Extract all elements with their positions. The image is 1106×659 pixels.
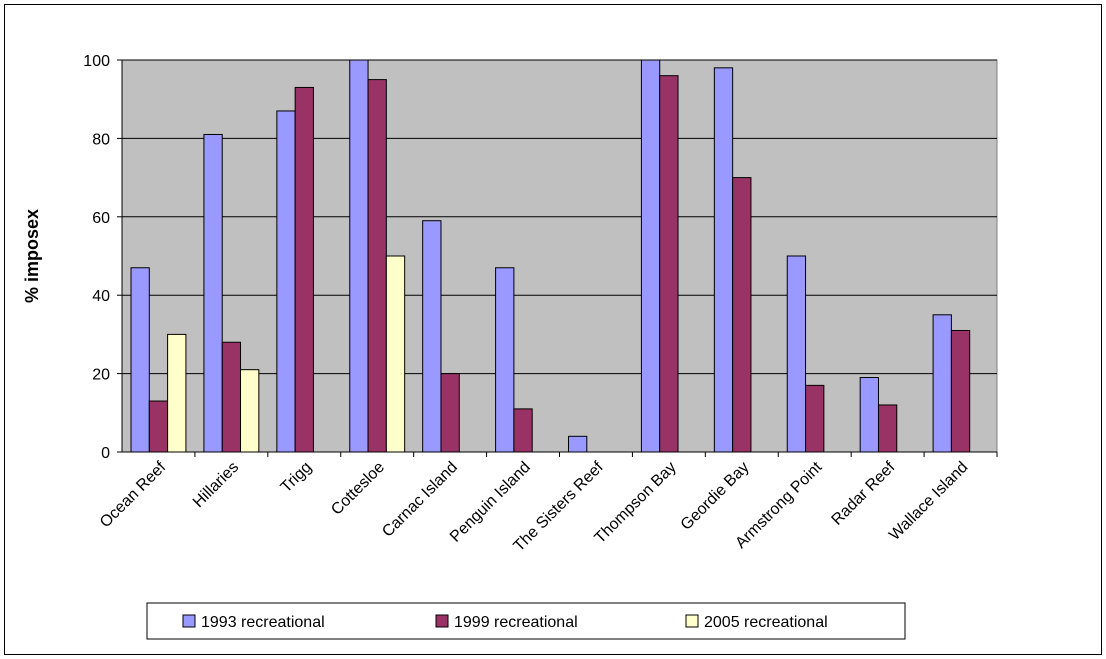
- x-category-label: Hillaries: [190, 459, 242, 511]
- y-tick-labels: 0 20 40 60 80 100: [83, 53, 110, 462]
- bar-1: [713, 67, 734, 453]
- bar-1: [495, 267, 515, 453]
- x-category-label: Radar Reef: [829, 458, 899, 528]
- bar-2: [440, 373, 460, 453]
- bar-2: [732, 177, 752, 453]
- y-tick-label: 0: [101, 445, 110, 462]
- bar-3: [167, 333, 187, 453]
- y-tick-label: 40: [92, 288, 110, 305]
- bar-1: [568, 435, 588, 453]
- bar-1: [640, 59, 661, 453]
- bar-2: [148, 400, 169, 453]
- bar-3: [240, 369, 260, 453]
- bar-1: [276, 110, 296, 453]
- bar-1: [130, 267, 150, 453]
- y-axis-title: % imposex: [22, 209, 42, 303]
- legend-swatch: [435, 614, 449, 628]
- bars: [130, 59, 971, 453]
- plot-area: [121, 59, 998, 453]
- x-category-label: Cottesloe: [328, 459, 388, 519]
- bar-2: [659, 75, 679, 453]
- bar-2: [294, 86, 314, 453]
- bar-2: [367, 79, 387, 453]
- y-tick-label: 100: [83, 53, 110, 70]
- x-category-label: Ocean Reef: [97, 458, 170, 531]
- legend-label: 1993 recreational: [201, 614, 325, 631]
- gridlines: [122, 59, 997, 375]
- bar-2: [805, 384, 825, 453]
- legend-swatch: [182, 614, 196, 628]
- y-tick-label: 60: [92, 210, 110, 227]
- bar-2: [221, 341, 242, 453]
- legend-label: 1999 recreational: [454, 614, 578, 631]
- legend-swatch: [685, 614, 699, 628]
- y-tick-label: 80: [92, 131, 110, 148]
- bar-2: [513, 408, 533, 453]
- bar-1: [349, 59, 369, 453]
- bar-2: [877, 404, 898, 453]
- x-category-label: Trigg: [278, 459, 315, 496]
- legend-box: [146, 602, 906, 640]
- x-category-labels: Ocean Reef Hillaries Trigg CottesloeCarnac …: [97, 458, 971, 555]
- bar-3: [385, 255, 406, 453]
- axes: [117, 59, 998, 457]
- x-category-label: Geordie Bay: [678, 459, 753, 534]
- x-category-label: Wallace Island: [886, 459, 971, 544]
- bar-1: [422, 220, 442, 453]
- bar-1: [203, 133, 223, 453]
- bar-2: [950, 329, 971, 453]
- y-tick-label: 20: [92, 367, 110, 384]
- legend-label: 2005 recreational: [704, 614, 828, 631]
- bar-1: [859, 377, 879, 453]
- x-category-label: Carnac Island: [379, 459, 461, 541]
- legend: 1993 recreational 1999 recreational 2005 r…: [146, 602, 906, 640]
- bar-1: [932, 314, 952, 453]
- bar-1: [786, 255, 807, 453]
